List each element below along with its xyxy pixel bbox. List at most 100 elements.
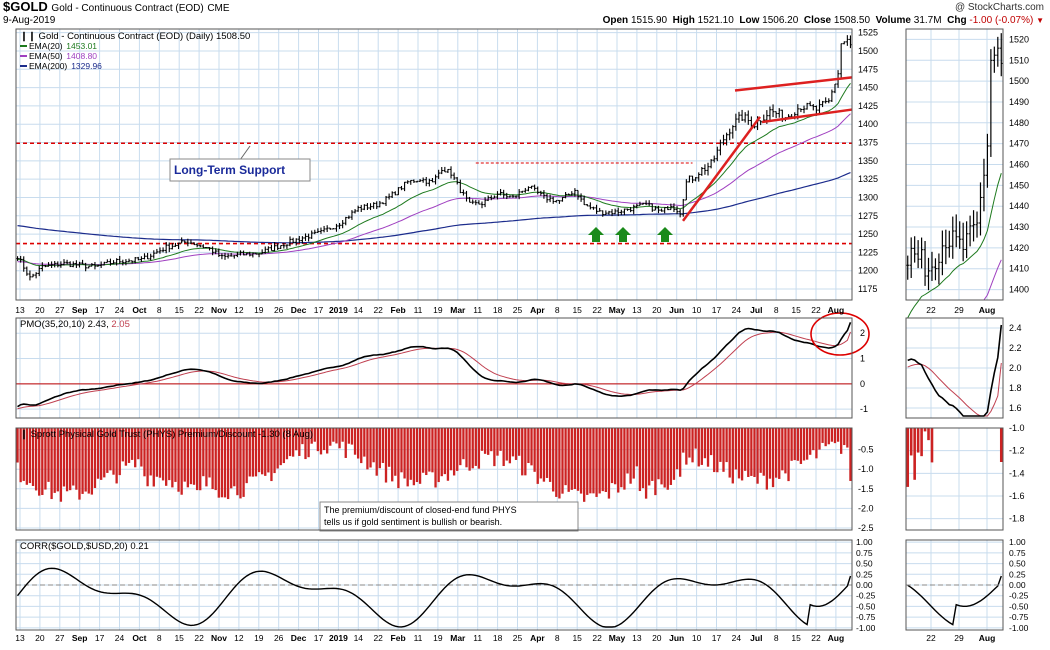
phys-note-box (319, 501, 579, 532)
phys-bar (771, 428, 775, 488)
side-corr-xtick-label: 22 (926, 633, 936, 643)
phys-bar (688, 428, 691, 458)
phys-bar (350, 428, 354, 445)
phys-bar (821, 428, 824, 443)
corr-xtick-label: 10 (692, 633, 702, 643)
phys-bar (335, 428, 338, 444)
phys-bar (700, 428, 703, 465)
phys-bar (734, 428, 738, 470)
corr-xtick-label: Mar (450, 633, 466, 643)
price-xtick-label: 17 (95, 305, 105, 315)
phys-bar (124, 428, 128, 466)
pmo-ytick-label: 1 (860, 354, 865, 364)
phys-bar (19, 428, 22, 483)
corr-xtick-label: 13 (632, 633, 642, 643)
phys-bar (285, 428, 289, 460)
corr-xtick-label: 22 (194, 633, 204, 643)
phys-bar (725, 428, 728, 463)
side-pmo-signal-line (907, 362, 1002, 417)
phys-bar (598, 428, 601, 494)
phys-bar (137, 428, 140, 460)
pmo-panel-title: PMO(35,20,10) 2.43, 2.05 (20, 319, 130, 330)
open-value: 1515.90 (630, 15, 668, 26)
phys-bar (69, 428, 72, 491)
price-ytick-label: 1300 (858, 192, 878, 202)
phys-bar (140, 428, 143, 467)
phys-bar (115, 428, 118, 484)
phys-bar (564, 428, 567, 486)
phys-bar (846, 428, 849, 448)
side-price-ytick-label: 1480 (1009, 118, 1029, 128)
price-ytick-label: 1225 (858, 247, 878, 257)
phys-bar (344, 428, 347, 458)
corr-xtick-label: Apr (530, 633, 545, 643)
corr-panel-frame (15, 539, 853, 631)
phys-bar (152, 428, 155, 487)
phys-bar (31, 428, 35, 486)
phys-bar (437, 428, 440, 483)
corr-ytick-label: 0.00 (856, 580, 873, 590)
phys-bar (428, 428, 431, 472)
price-xtick-label: 27 (55, 305, 65, 315)
close-label: Close (803, 15, 832, 26)
price-xtick-label: Jul (750, 305, 762, 315)
phys-bar (195, 428, 199, 491)
phys-bar (409, 428, 412, 480)
phys-bar (713, 428, 716, 473)
side-corr-ytick-label: -0.25 (1009, 591, 1029, 601)
side-corr-ytick-label: 0.50 (1009, 559, 1026, 569)
phys-bar (511, 428, 515, 457)
phys-bar (127, 428, 131, 463)
corr-xtick-label: Sep (72, 633, 88, 643)
phys-bar (217, 428, 220, 498)
phys-bar (248, 428, 251, 477)
phys-bar (257, 428, 261, 473)
phys-bar (641, 428, 645, 489)
price-xtick-label: 15 (174, 305, 184, 315)
phys-bar (827, 428, 830, 445)
brand-link[interactable]: @ StockCharts.com (954, 2, 1044, 13)
side-price-ytick-label: 1520 (1009, 34, 1029, 44)
side-corr-ytick-label: 0.25 (1009, 569, 1026, 579)
phys-bar (168, 428, 171, 481)
side-corr-line (907, 575, 1002, 626)
phys-bar (654, 428, 657, 496)
high-value: 1521.10 (697, 15, 734, 26)
phys-bar (322, 428, 326, 451)
phys-bar (93, 428, 97, 488)
corr-xtick-label: 27 (55, 633, 65, 643)
phys-bar (47, 428, 50, 482)
corr-xtick-label: Jul (750, 633, 762, 643)
price-ytick-label: 1350 (858, 156, 878, 166)
price-xtick-label: Jun (669, 305, 684, 315)
price-xtick-label: Mar (450, 305, 466, 315)
phys-bar (613, 428, 617, 485)
phys-bar (192, 428, 196, 485)
phys-bar (768, 428, 772, 479)
phys-bar (657, 428, 660, 480)
phys-bar (638, 428, 642, 492)
phys-bar (527, 428, 530, 464)
corr-xtick-label: 11 (414, 633, 423, 643)
phys-bar (796, 428, 799, 461)
phys-bar (663, 428, 666, 488)
phys-bar (456, 428, 459, 471)
side-price-ytick-label: 1430 (1009, 222, 1029, 232)
ema20-line (17, 82, 851, 267)
side-price-ytick-label: 1440 (1009, 201, 1029, 211)
corr-xtick-label: 17 (314, 633, 324, 643)
phys-bar (53, 428, 56, 493)
phys-bar (589, 428, 592, 494)
phys-bar (558, 428, 561, 499)
price-xtick-label: 8 (774, 305, 779, 315)
price-xtick-label: Apr (530, 305, 545, 315)
phys-bar (254, 428, 258, 477)
phys-bar (805, 428, 809, 460)
price-panel-frame (15, 28, 853, 301)
phys-bar (552, 428, 555, 492)
chart-date: 9-Aug-2019 (3, 15, 56, 26)
phys-bar (375, 428, 378, 476)
phys-bar (406, 428, 409, 487)
price-xtick-label: Sep (72, 305, 88, 315)
phys-bar (660, 428, 663, 485)
